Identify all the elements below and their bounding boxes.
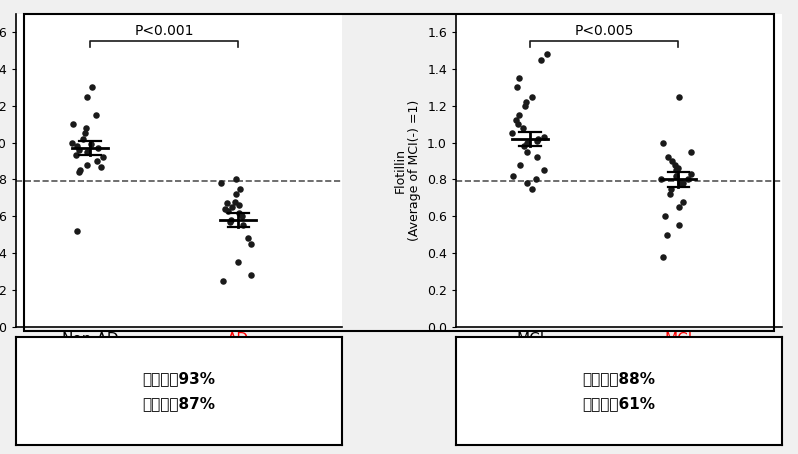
Point	[672, 165, 685, 172]
Point	[71, 143, 84, 150]
Point	[244, 271, 257, 279]
Point	[670, 167, 682, 174]
Point	[92, 144, 105, 152]
Point	[69, 152, 82, 159]
Point	[73, 168, 85, 176]
Point	[537, 133, 550, 141]
Point	[97, 153, 110, 161]
Point	[236, 222, 249, 229]
Point	[521, 179, 534, 187]
Point	[657, 253, 670, 261]
Point	[531, 153, 543, 161]
Point	[81, 148, 93, 155]
Point	[509, 117, 522, 124]
Point	[511, 84, 523, 91]
Point	[657, 139, 670, 146]
Point	[673, 203, 685, 211]
Point	[226, 203, 239, 211]
Point	[684, 148, 697, 155]
Point	[223, 218, 236, 225]
Point	[230, 191, 243, 198]
Point	[81, 93, 93, 100]
Point	[537, 167, 550, 174]
Point	[230, 176, 243, 183]
Point	[531, 137, 543, 144]
Point	[90, 158, 103, 165]
Point	[78, 130, 91, 137]
Point	[521, 139, 534, 146]
Point	[242, 235, 255, 242]
Point	[236, 212, 249, 220]
Point	[521, 148, 534, 155]
Point	[244, 240, 257, 247]
Point	[506, 130, 519, 137]
Point	[665, 185, 678, 192]
Point	[66, 139, 79, 146]
Point	[67, 120, 80, 128]
Point	[655, 176, 668, 183]
Text: (PET阳性): (PET阳性)	[654, 415, 702, 427]
Point	[71, 227, 84, 235]
Point	[85, 141, 98, 148]
Point	[81, 161, 93, 168]
Point	[220, 200, 233, 207]
Point	[662, 153, 674, 161]
Text: 特异性：93%
灵敏度：87%: 特异性：93% 灵敏度：87%	[143, 371, 215, 411]
Text: 特异性：88%
灵敏度：61%: 特异性：88% 灵敏度：61%	[583, 371, 655, 411]
Point	[219, 205, 231, 212]
Point	[531, 135, 544, 143]
Point	[673, 222, 685, 229]
Point	[512, 120, 524, 128]
Y-axis label: Flotillin
(Average of MCI(-) =1): Flotillin (Average of MCI(-) =1)	[393, 99, 421, 241]
Point	[674, 179, 686, 187]
Point	[512, 111, 525, 118]
Point	[89, 111, 102, 118]
Point	[661, 231, 674, 238]
Point	[215, 179, 227, 187]
Point	[77, 135, 89, 143]
Point	[513, 161, 526, 168]
Text: (PET阴性): (PET阴性)	[506, 415, 554, 427]
Point	[233, 209, 246, 216]
Text: P<0.005: P<0.005	[575, 24, 634, 38]
Point	[234, 185, 247, 192]
Point	[666, 158, 678, 165]
Point	[526, 185, 539, 192]
Point	[530, 176, 543, 183]
Point	[513, 74, 526, 82]
Point	[517, 143, 530, 150]
Point	[507, 172, 519, 179]
Point	[221, 207, 234, 214]
Point	[94, 163, 107, 170]
Point	[669, 161, 681, 168]
Point	[664, 191, 677, 198]
Point	[670, 172, 682, 179]
Point	[85, 84, 98, 91]
Point	[231, 259, 244, 266]
Point	[520, 99, 533, 106]
Point	[518, 102, 531, 109]
Point	[232, 202, 245, 209]
Point	[535, 56, 547, 63]
Point	[525, 93, 538, 100]
Point	[73, 146, 85, 153]
Point	[225, 216, 238, 223]
Point	[659, 212, 672, 220]
Point	[73, 167, 86, 174]
Point	[517, 124, 530, 132]
Point	[217, 277, 230, 284]
Text: P<0.001: P<0.001	[134, 24, 194, 38]
Point	[229, 198, 242, 205]
Point	[676, 198, 689, 205]
Point	[676, 179, 689, 187]
Point	[685, 170, 697, 178]
Point	[540, 50, 553, 58]
Point	[682, 176, 695, 183]
Point	[80, 124, 93, 132]
Point	[672, 93, 685, 100]
